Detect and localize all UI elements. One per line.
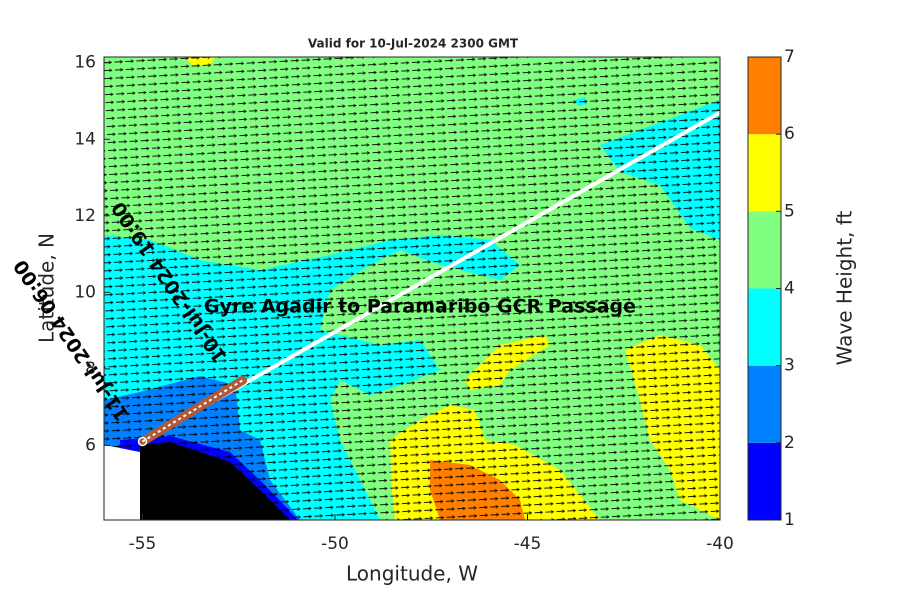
colorbar-tick-label: 6 — [784, 124, 795, 144]
land — [140, 442, 290, 520]
colorbar-tick-label: 7 — [784, 47, 795, 67]
x-tick-label: -40 — [706, 534, 734, 554]
chart-title: Valid for 10-Jul-2024 2300 GMT — [308, 37, 519, 51]
colorbar-swatch — [748, 57, 781, 135]
colorbar-tick-label: 5 — [784, 201, 795, 221]
y-tick-label: 14 — [74, 129, 96, 149]
colorbar-label: Wave Height, ft — [833, 211, 857, 366]
x-tick-label: -55 — [129, 534, 157, 554]
x-tick-label: -50 — [321, 534, 349, 554]
colorbar-tick-label: 1 — [784, 510, 795, 530]
colorbar-swatch — [748, 365, 781, 443]
plot-frame — [103, 56, 721, 521]
colorbar-tick-label: 2 — [784, 433, 795, 453]
colorbar-swatch — [748, 211, 781, 289]
route-name: Gyre Agadir to Paramaribo GCR Passage — [204, 296, 636, 318]
route-segment-dashes — [141, 379, 244, 443]
colorbar-swatch — [748, 288, 781, 366]
colorbar-tick-label: 4 — [784, 279, 795, 299]
wave-field — [104, 57, 720, 520]
y-tick-label: 16 — [74, 53, 96, 73]
y-axis-label: Latitude, N — [35, 233, 59, 343]
route-start — [137, 436, 148, 447]
x-axis-label: Longitude, W — [346, 562, 478, 586]
x-tick-label: -45 — [514, 534, 542, 554]
y-tick-label: 12 — [74, 206, 96, 226]
y-tick-label: 6 — [85, 435, 96, 455]
no-data — [104, 445, 140, 520]
y-tick-label: 10 — [74, 282, 96, 302]
y-tick-label: 8 — [85, 359, 96, 379]
colorbar-tick-label: 3 — [784, 356, 795, 376]
colorbar-swatch — [748, 134, 781, 212]
colorbar-swatch — [748, 442, 781, 520]
